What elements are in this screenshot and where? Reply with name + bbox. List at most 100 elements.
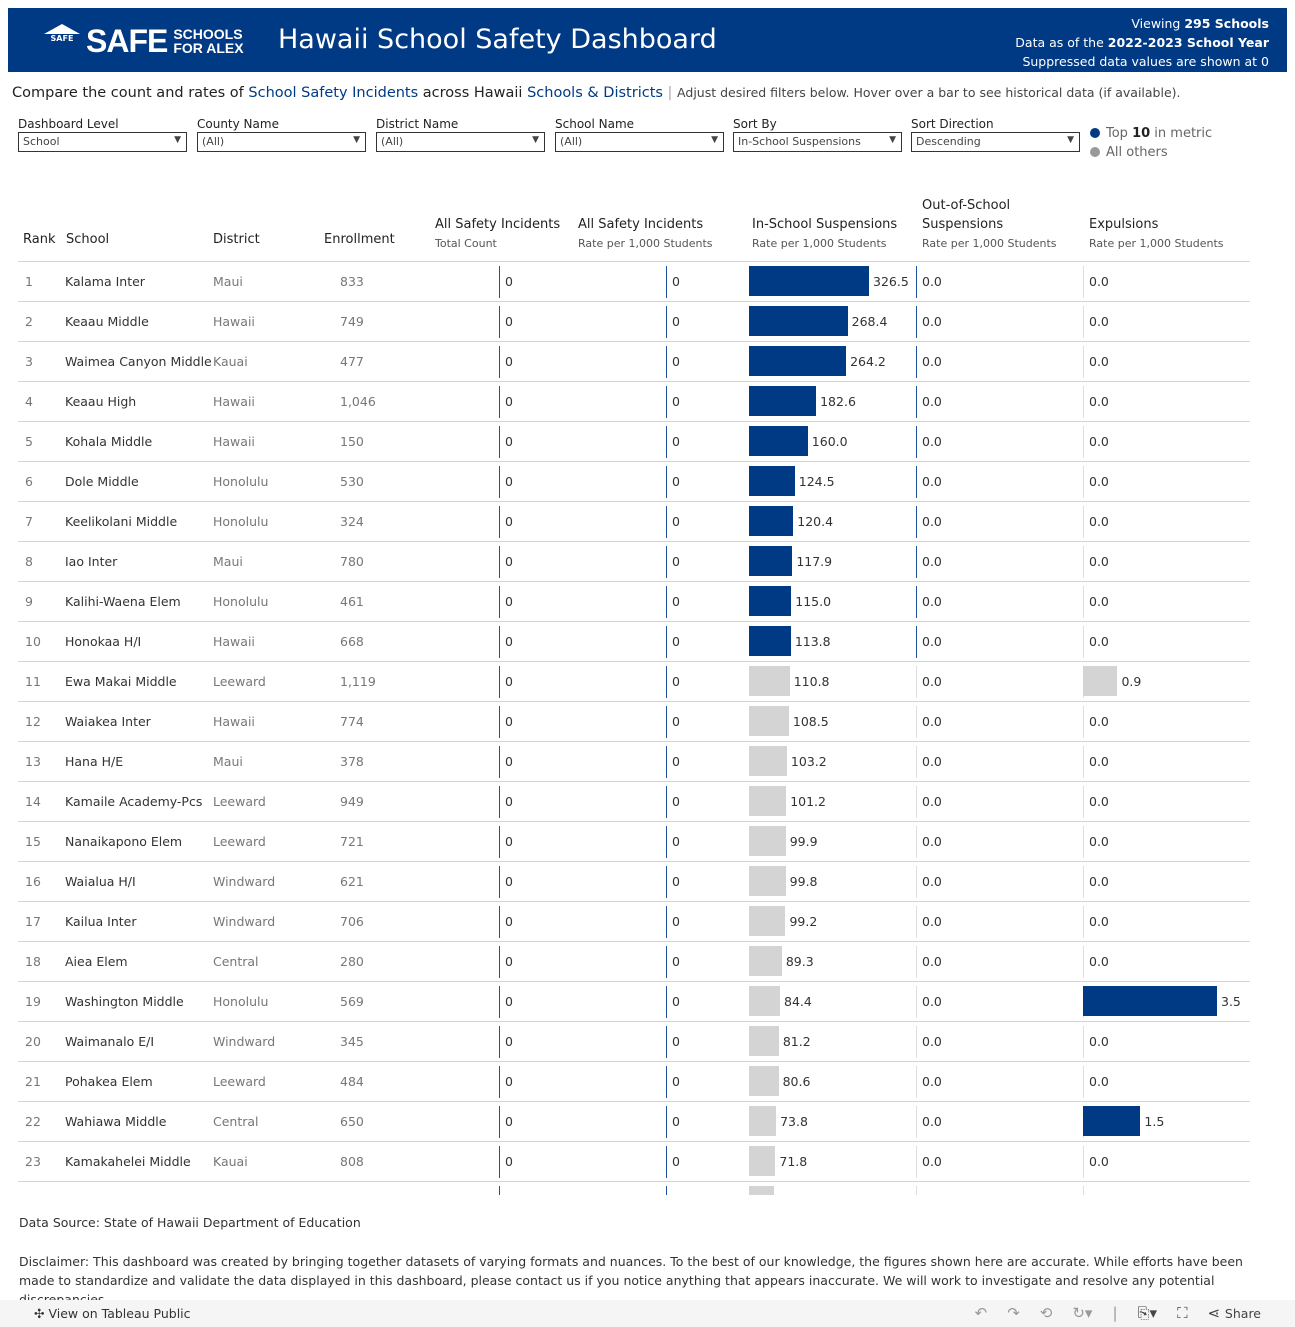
asi-rate-value[interactable]: 0	[672, 994, 680, 1009]
asi-rate-value[interactable]: 0	[672, 714, 680, 729]
expulsion-value[interactable]: 3.5	[1221, 994, 1241, 1009]
iss-bar[interactable]	[749, 466, 795, 496]
asi-rate-value[interactable]: 0	[672, 1074, 680, 1089]
expulsion-value[interactable]: 0.0	[1089, 354, 1109, 369]
asi-count-value[interactable]: 0	[505, 314, 513, 329]
asi-count-value[interactable]: 0	[505, 794, 513, 809]
iss-bar[interactable]	[749, 706, 789, 736]
col-header-enrollment[interactable]: Enrollment	[324, 232, 395, 247]
filter-dropdown[interactable]: Descending ▼	[911, 132, 1080, 152]
iss-value[interactable]: 110.8	[793, 674, 830, 689]
iss-bar[interactable]	[749, 266, 869, 296]
asi-rate-value[interactable]: 0	[672, 914, 680, 929]
table-row[interactable]: 23 Kamakahelei Middle Kauai 808 0 0 71.8 0.0 0.0	[18, 1141, 1250, 1181]
iss-value[interactable]: 124.5	[798, 474, 835, 489]
expulsion-value[interactable]: 0.0	[1089, 1034, 1109, 1049]
iss-value[interactable]: 117.9	[796, 554, 833, 569]
expulsion-value[interactable]: 0.0	[1089, 434, 1109, 449]
iss-bar[interactable]	[749, 746, 787, 776]
iss-bar[interactable]	[749, 986, 781, 1016]
asi-rate-value[interactable]: 0	[672, 274, 680, 289]
expulsion-value[interactable]: 0.0	[1089, 914, 1109, 929]
asi-count-value[interactable]: 0	[505, 394, 513, 409]
col-header-expulsions[interactable]: Expulsions Rate per 1,000 Students	[1089, 215, 1224, 253]
asi-rate-value[interactable]: 0	[672, 474, 680, 489]
asi-count-value[interactable]: 0	[505, 754, 513, 769]
expulsion-value[interactable]: 0.0	[1089, 754, 1109, 769]
filter-dropdown[interactable]: (All) ▼	[376, 132, 545, 152]
oss-value[interactable]: 0.0	[922, 474, 942, 489]
iss-bar[interactable]	[749, 786, 787, 816]
iss-bar[interactable]	[749, 586, 792, 616]
asi-rate-value[interactable]: 0	[672, 434, 680, 449]
iss-value[interactable]: 108.5	[792, 714, 829, 729]
iss-value[interactable]: 81.2	[782, 1034, 811, 1049]
asi-rate-value[interactable]: 0	[672, 954, 680, 969]
col-header-district[interactable]: District	[213, 232, 260, 247]
table-row[interactable]: 12 Waiakea Inter Hawaii 774 0 0 108.5 0.0 0.0	[18, 701, 1250, 741]
iss-value[interactable]: 99.8	[789, 874, 818, 889]
iss-bar[interactable]	[749, 386, 817, 416]
download-icon[interactable]: ⎘▾	[1137, 1304, 1158, 1322]
filter-school-name[interactable]: School Name (All) ▼	[555, 117, 724, 152]
asi-count-value[interactable]: 0	[505, 354, 513, 369]
fullscreen-icon[interactable]: ⛶	[1177, 1304, 1188, 1322]
asi-count-value[interactable]: 0	[505, 874, 513, 889]
iss-value[interactable]: 182.6	[820, 394, 856, 409]
revert-icon[interactable]: ⟲	[1039, 1304, 1053, 1322]
table-row[interactable]: 11 Ewa Makai Middle Leeward 1,119 0 0 110.8 0.0…	[18, 661, 1250, 701]
iss-bar[interactable]	[749, 1146, 776, 1176]
expulsion-value[interactable]: 0.0	[1089, 514, 1109, 529]
expulsion-value[interactable]: 0.0	[1089, 554, 1109, 569]
oss-value[interactable]: 0.0	[922, 594, 942, 609]
oss-value[interactable]: 0.0	[922, 714, 942, 729]
asi-rate-value[interactable]: 0	[672, 1154, 680, 1169]
asi-rate-value[interactable]: 0	[672, 754, 680, 769]
expulsion-value[interactable]: 0.0	[1089, 634, 1109, 649]
iss-bar[interactable]	[749, 666, 790, 696]
expulsion-value[interactable]: 0.0	[1089, 1074, 1109, 1089]
expulsion-bar[interactable]	[1083, 1106, 1141, 1136]
asi-count-value[interactable]: 0	[505, 1114, 513, 1129]
asi-count-value[interactable]: 0	[505, 1034, 513, 1049]
col-header-asi-count[interactable]: All Safety Incidents Total Count	[435, 215, 560, 253]
filter-dropdown[interactable]: School ▼	[18, 132, 187, 152]
view-on-tableau-link[interactable]: ✣ View on Tableau Public	[34, 1306, 191, 1321]
asi-rate-value[interactable]: 0	[672, 794, 680, 809]
iss-bar[interactable]	[749, 306, 848, 336]
asi-rate-value[interactable]: 0	[672, 354, 680, 369]
oss-value[interactable]: 0.0	[922, 1074, 942, 1089]
oss-value[interactable]: 0.0	[922, 1034, 942, 1049]
iss-value[interactable]: 84.4	[784, 994, 812, 1009]
table-row[interactable]: 2 Keaau Middle Hawaii 749 0 0 268.4 0.0 0.0	[18, 301, 1250, 341]
oss-value[interactable]: 0.0	[922, 954, 942, 969]
expulsion-value[interactable]: 0.0	[1089, 314, 1109, 329]
iss-value[interactable]: 160.0	[811, 434, 848, 449]
expulsion-value[interactable]: 0.0	[1089, 594, 1109, 609]
oss-value[interactable]: 0.0	[922, 514, 942, 529]
oss-value[interactable]: 0.0	[922, 914, 942, 929]
asi-count-value[interactable]: 0	[505, 1074, 513, 1089]
iss-value[interactable]: 103.2	[790, 754, 827, 769]
iss-value[interactable]: 80.6	[782, 1074, 811, 1089]
table-row[interactable]: 22 Wahiawa Middle Central 650 0 0 73.8 0.0 1.5	[18, 1101, 1250, 1141]
asi-rate-value[interactable]: 0	[672, 514, 680, 529]
iss-value[interactable]: 264.2	[850, 354, 886, 369]
iss-bar[interactable]	[749, 1026, 779, 1056]
iss-bar[interactable]	[749, 1066, 779, 1096]
oss-value[interactable]: 0.0	[922, 994, 942, 1009]
iss-bar[interactable]	[749, 426, 808, 456]
iss-value[interactable]: 101.2	[790, 794, 826, 809]
oss-value[interactable]: 0.0	[922, 394, 942, 409]
iss-bar[interactable]	[749, 626, 791, 656]
expulsion-value[interactable]: 0.0	[1089, 1154, 1109, 1169]
iss-bar[interactable]	[749, 506, 794, 536]
filter-sort-direction[interactable]: Sort Direction Descending ▼	[911, 117, 1080, 152]
oss-value[interactable]: 0.0	[922, 314, 942, 329]
filter-sort-by[interactable]: Sort By In-School Suspensions ▼	[733, 117, 902, 152]
asi-count-value[interactable]: 0	[505, 434, 513, 449]
table-row[interactable]: 21 Pohakea Elem Leeward 484 0 0 80.6 0.0 0.0	[18, 1061, 1250, 1101]
iss-bar[interactable]	[749, 1186, 774, 1195]
oss-value[interactable]: 0.0	[922, 634, 942, 649]
oss-value[interactable]: 0.0	[922, 354, 942, 369]
